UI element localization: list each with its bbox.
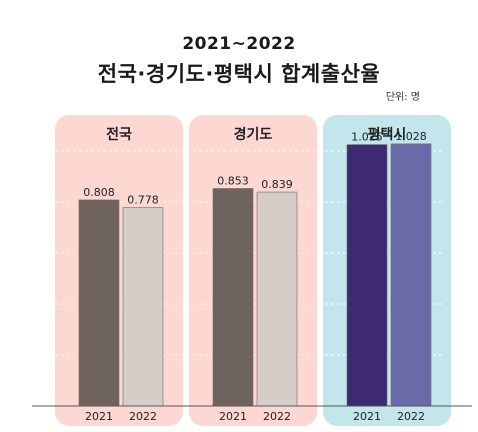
panel-title: 전국: [106, 126, 132, 143]
bar: [256, 191, 298, 407]
data-label: 0.808: [83, 186, 115, 199]
bar: [390, 143, 432, 407]
panel-title: 경기도: [234, 126, 273, 143]
x-tick-label: 2022: [397, 410, 425, 423]
bar: [346, 144, 388, 407]
data-label: 1.028: [395, 130, 427, 143]
data-label: 1.025: [351, 131, 383, 144]
data-label: 0.778: [127, 194, 159, 207]
unit-label: 단위: 명: [385, 92, 420, 103]
bar: [212, 188, 254, 407]
chart-subtitle: 2021~2022: [182, 34, 296, 54]
x-tick-label: 2021: [85, 410, 113, 423]
x-tick-label: 2021: [219, 410, 247, 423]
bar: [78, 199, 120, 407]
data-label: 0.853: [217, 174, 249, 187]
x-tick-label: 2021: [353, 410, 381, 423]
bar: [122, 207, 164, 407]
panel-title: 평택시: [368, 126, 407, 143]
chart-title: 전국·경기도·평택시 합계출산율: [97, 62, 381, 86]
x-tick-label: 2022: [263, 410, 291, 423]
x-tick-label: 2022: [129, 410, 157, 423]
data-label: 0.839: [261, 178, 293, 191]
